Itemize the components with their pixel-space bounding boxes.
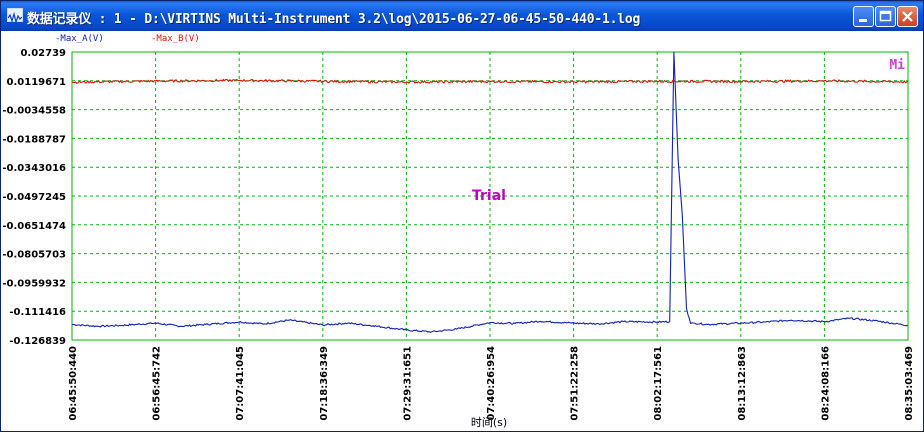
trial-watermark: Trial xyxy=(472,188,506,204)
mi-corner-label: Mi xyxy=(889,58,905,73)
series-line-max-a xyxy=(71,51,909,334)
maximize-icon xyxy=(879,10,892,22)
y-tick-label: 0.02739 xyxy=(20,48,66,59)
y-tick-label: -0.0343016 xyxy=(2,163,66,174)
x-tick-label: 06:45:50:440 xyxy=(68,346,79,421)
waveform-glyph-icon xyxy=(7,11,23,25)
x-tick-label: 08:13:12:863 xyxy=(737,346,748,421)
data-logger-chart[interactable]: -Max_A(V) -Max_B(V) 0.02739 0.0119671 -0.00… xyxy=(1,31,923,431)
x-tick-label: 08:35:03:469 xyxy=(904,346,915,421)
series-line-max-b xyxy=(71,78,909,84)
x-axis-label: 时间(s) xyxy=(471,416,507,429)
x-tick-label: 08:02:17:561 xyxy=(653,346,664,421)
x-tick-label: 07:40:26:954 xyxy=(486,346,497,421)
y-tick-label: -0.0497245 xyxy=(2,192,66,203)
maximize-button[interactable] xyxy=(875,6,896,27)
x-tick-label: 07:29:31:651 xyxy=(402,346,413,421)
x-axis-ticks: 06:45:50:440 06:56:45:742 07:07:41:045 07:1… xyxy=(68,346,915,421)
y-tick-label: -0.0034558 xyxy=(2,106,66,117)
waveform-app-icon[interactable] xyxy=(7,8,23,25)
x-tick-label: 07:07:41:045 xyxy=(235,346,246,421)
x-tick-label: 07:18:36:349 xyxy=(319,346,330,421)
y-tick-label: -0.0805703 xyxy=(2,250,66,261)
minimize-icon xyxy=(859,19,867,22)
y-tick-label: -0.126839 xyxy=(9,336,66,347)
y-tick-label: -0.0651474 xyxy=(2,221,66,232)
y-tick-label: -0.111416 xyxy=(9,307,66,318)
series xyxy=(71,51,909,334)
y-tick-label: -0.0188787 xyxy=(2,134,66,145)
y-axis-ticks: 0.02739 0.0119671 -0.0034558 -0.0188787 -0.0… xyxy=(2,48,66,347)
close-icon xyxy=(902,11,913,22)
close-button[interactable] xyxy=(897,6,918,27)
x-tick-label: 08:24:08:166 xyxy=(820,346,831,421)
title-bar[interactable]: 数据记录仪 : 1 - D:\VIRTINS Multi-Instrument … xyxy=(1,1,923,31)
legend-entry: -Max_A(V) xyxy=(55,34,104,44)
legend-entry: -Max_B(V) xyxy=(151,34,200,44)
y-tick-label: 0.0119671 xyxy=(7,77,67,88)
y-tick-label: -0.0959932 xyxy=(2,278,66,289)
legend: -Max_A(V) -Max_B(V) xyxy=(55,34,200,44)
window-title: 数据记录仪 : 1 - D:\VIRTINS Multi-Instrument … xyxy=(27,12,641,27)
minimize-button[interactable] xyxy=(853,6,874,27)
x-tick-label: 06:56:45:742 xyxy=(152,346,163,421)
x-tick-label: 07:51:22:258 xyxy=(570,346,581,421)
